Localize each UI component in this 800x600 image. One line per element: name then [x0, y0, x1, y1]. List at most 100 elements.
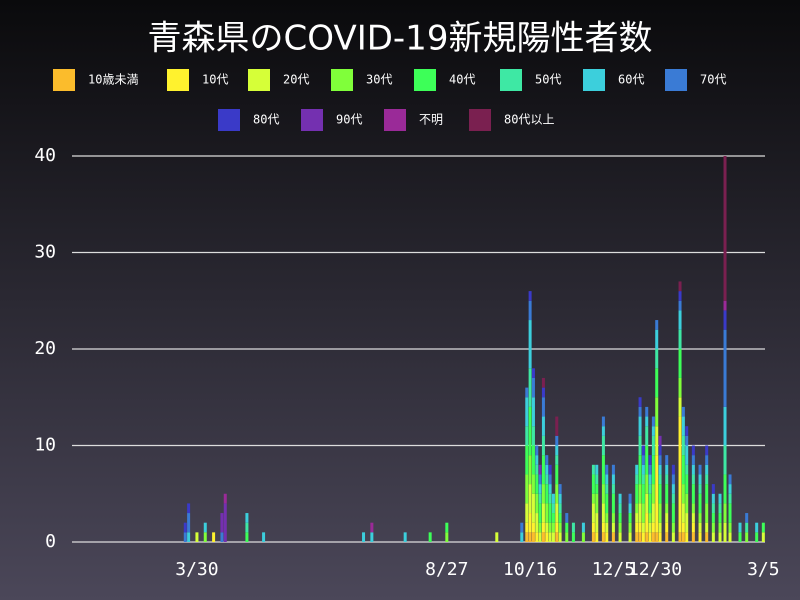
bar-segment [528, 513, 532, 533]
bar-segment [681, 455, 685, 485]
bar-segment [541, 387, 545, 398]
bar-segment [551, 493, 555, 504]
bar-segment [611, 532, 615, 542]
bar-segment [525, 503, 529, 523]
bar-segment [718, 513, 722, 523]
bar-segment [445, 522, 449, 533]
bar-segment [528, 406, 532, 456]
bar-segment [635, 474, 639, 485]
bar-segment [545, 455, 549, 465]
legend-label: 不明 [419, 113, 443, 127]
bar-segment [681, 484, 685, 504]
x-tick-label: 3/5 [747, 559, 780, 580]
bar-segment [581, 522, 585, 533]
bar-segment [591, 464, 595, 475]
bar-segment [705, 522, 709, 533]
x-tick-label: 12/30 [628, 559, 682, 580]
bar-segment [203, 532, 207, 542]
bar-segment [595, 532, 599, 542]
legend-label: 90代 [336, 113, 362, 127]
bar-segment [638, 435, 642, 456]
bar-segment [605, 484, 609, 494]
bar-segment [495, 532, 499, 542]
bar-segment [705, 455, 709, 465]
bar-segment [611, 493, 615, 514]
bar-segment [648, 474, 652, 485]
legend-label: 50代 [535, 73, 561, 87]
bar-segment [628, 493, 632, 504]
bar-segment [601, 503, 605, 523]
bar-segment [705, 532, 709, 542]
bar-segment [665, 464, 669, 475]
bar-segment [531, 493, 535, 523]
bar-segment [658, 532, 662, 542]
bar-segment [545, 484, 549, 504]
bar-segment [638, 522, 642, 533]
x-tick-label: 3/30 [175, 559, 218, 580]
bar-segment [545, 503, 549, 523]
bar-segment [601, 484, 605, 504]
bar-segment [541, 455, 545, 485]
bar-segment [723, 474, 727, 504]
bar-segment [685, 426, 689, 436]
bar-segment [531, 377, 535, 398]
bar-segment [558, 493, 562, 504]
bar-segment [671, 532, 675, 542]
legend-swatch [384, 109, 406, 131]
bar-segment [761, 522, 765, 533]
bar-segment [591, 503, 595, 523]
bar-segment [641, 522, 645, 533]
bar-segment [538, 464, 542, 475]
legend-swatch [53, 69, 75, 91]
bar-segment [641, 464, 645, 475]
bar-segment [671, 464, 675, 475]
x-tick-label: 10/16 [503, 559, 557, 580]
bar-segment [535, 474, 539, 494]
bar-segment [651, 522, 655, 533]
bar-segment [711, 503, 715, 514]
bar-segment [528, 300, 532, 321]
bar-segment [738, 522, 742, 533]
bar-segment [728, 484, 732, 494]
bar-segment [678, 532, 682, 542]
bar-segment [538, 532, 542, 542]
bar-segment [535, 493, 539, 514]
bar-segment [678, 281, 682, 292]
bar-segment [605, 522, 609, 533]
bar-segment [525, 522, 529, 533]
bar-segment [651, 484, 655, 504]
bar-segment [531, 474, 535, 494]
bar-segment [691, 464, 695, 475]
y-tick-label: 10 [34, 435, 56, 456]
bar-segment [245, 532, 249, 542]
bar-segment [728, 522, 732, 533]
bar-segment [528, 368, 532, 407]
bar-segment [723, 522, 727, 542]
bar-segment [728, 493, 732, 504]
bar-segment [745, 513, 749, 523]
bar-segment [628, 513, 632, 523]
bar-segment [605, 474, 609, 485]
bar-segment [641, 484, 645, 504]
bar-segment [535, 445, 539, 456]
bar-segment [691, 522, 695, 533]
bar-segment [558, 532, 562, 542]
bar-segment [685, 435, 689, 446]
bar-segment [641, 474, 645, 485]
bar-segment [755, 532, 759, 542]
bar-segment [555, 532, 559, 542]
bar-segment [681, 522, 685, 533]
bar-segment [212, 532, 216, 542]
bar-segment [187, 503, 191, 514]
chart-title: 青森県のCOVID-19新規陽性者数 [148, 19, 653, 59]
bar-segment [541, 522, 545, 533]
legend-swatch [414, 69, 436, 91]
bar-segment [618, 532, 622, 542]
bar-segment [655, 349, 659, 369]
bar-segment [245, 522, 249, 533]
bar-segment [591, 474, 595, 494]
bar-segment [525, 474, 529, 504]
bar-segment [638, 416, 642, 436]
bar-segment [665, 522, 669, 533]
